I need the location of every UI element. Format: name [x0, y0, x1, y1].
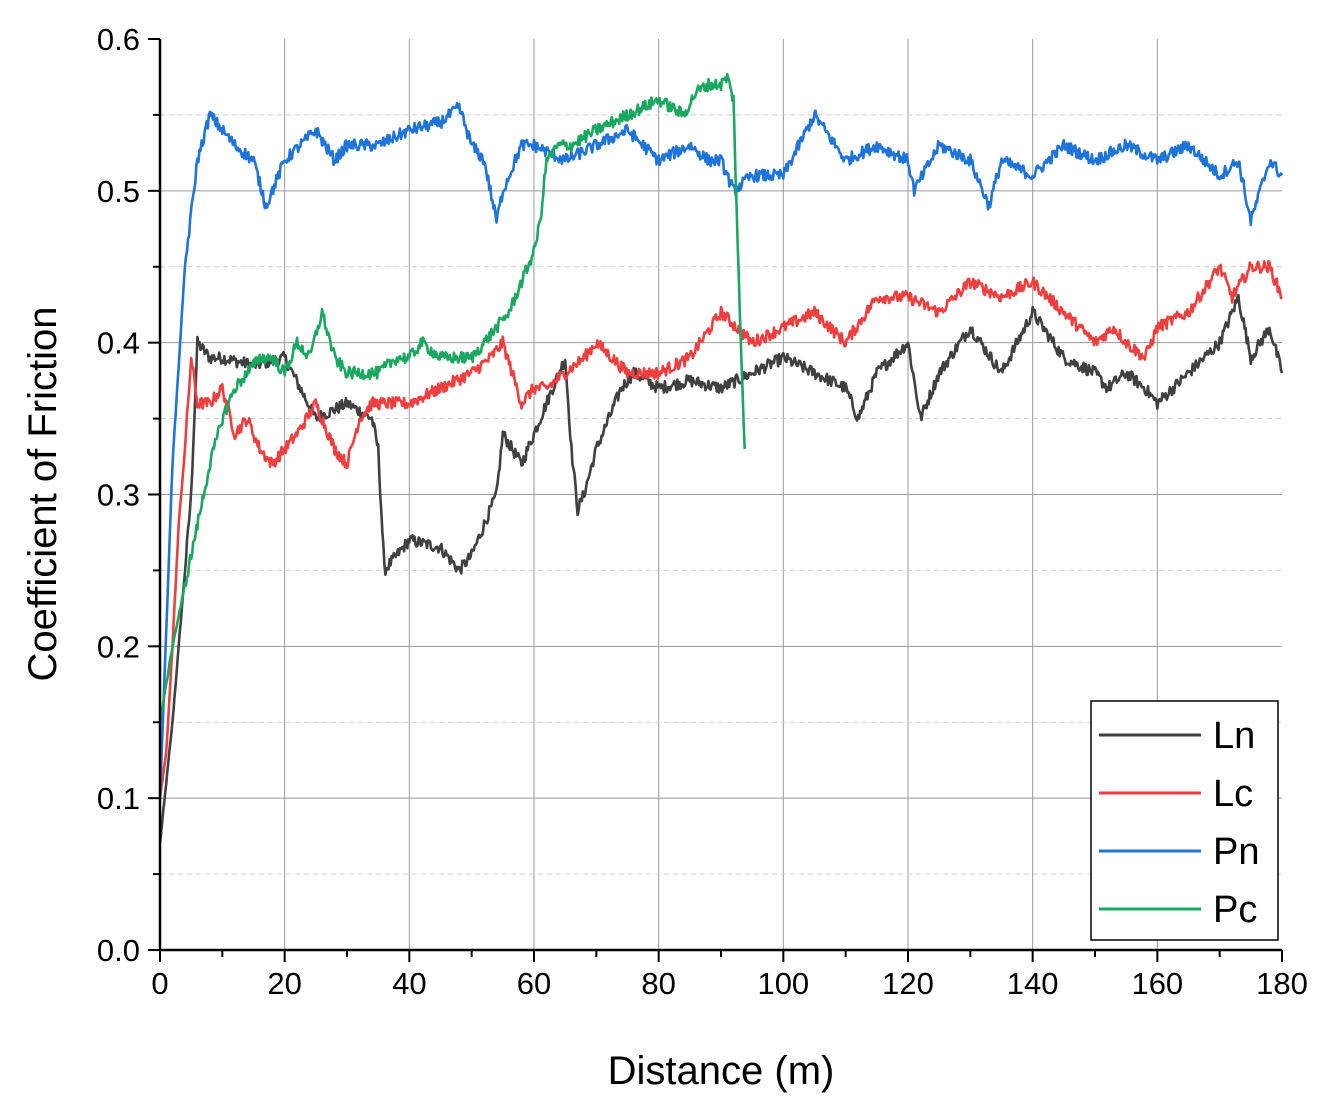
x-tick-label: 0 — [151, 966, 168, 1001]
x-tick-label: 100 — [757, 966, 809, 1001]
grid-lines — [160, 39, 1282, 950]
x-tick-label: 160 — [1131, 966, 1183, 1001]
x-tick-label: 140 — [1007, 966, 1059, 1001]
legend-label: Pn — [1213, 831, 1259, 873]
y-tick-label: 0.6 — [97, 22, 140, 57]
x-tick-label: 120 — [882, 966, 934, 1001]
x-axis-title: Distance (m) — [608, 1049, 835, 1093]
series-line-lc — [158, 259, 1283, 799]
series-line-pc — [158, 72, 746, 723]
x-tick-label: 80 — [641, 966, 675, 1001]
series-line-ln — [158, 293, 1284, 844]
legend-label: Ln — [1213, 715, 1255, 757]
legend-label: Pc — [1213, 889, 1257, 931]
legend-label: Lc — [1213, 773, 1253, 815]
y-tick-label: 0.1 — [97, 781, 140, 816]
legend: Ln Lc Pn Pc — [1090, 700, 1279, 941]
y-tick-label: 0.5 — [97, 174, 140, 209]
y-tick-label: 0.4 — [97, 326, 140, 361]
series-line-pn — [158, 101, 1284, 799]
x-tick-label: 40 — [392, 966, 426, 1001]
y-tick-label: 0.0 — [97, 933, 140, 968]
x-tick-label: 180 — [1256, 966, 1308, 1001]
y-tick-label: 0.3 — [97, 478, 140, 513]
x-tick-label: 60 — [517, 966, 551, 1001]
y-tick-label: 0.2 — [97, 629, 140, 664]
x-tick-label: 20 — [267, 966, 301, 1001]
x-axis-ticks: 0 20 40 60 80 100 120 140 160 180 — [151, 950, 1308, 1001]
y-axis-title: Coefficient of Friction — [21, 307, 65, 682]
legend-box — [1090, 700, 1279, 941]
series-lines — [158, 72, 1284, 844]
y-axis-ticks: 0.0 0.1 0.2 0.3 0.4 0.5 0.6 — [97, 22, 160, 968]
